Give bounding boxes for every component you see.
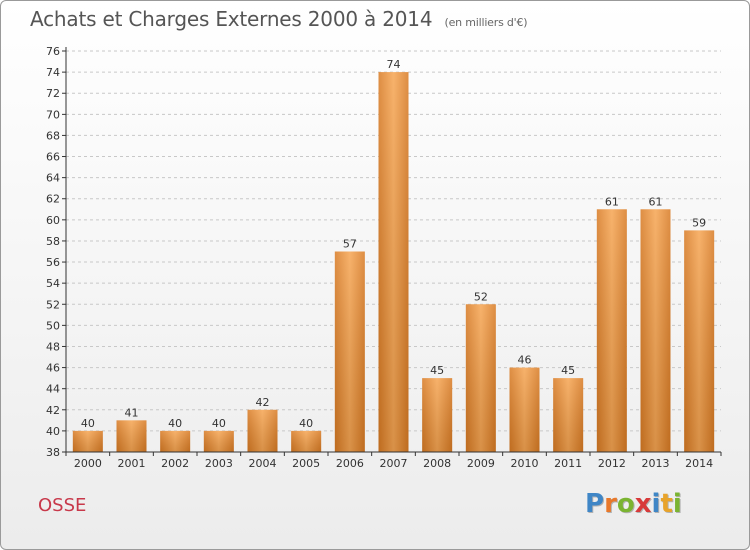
y-tick-label: 48 bbox=[46, 340, 60, 353]
y-tick-label: 56 bbox=[46, 256, 60, 269]
y-tick-label: 68 bbox=[46, 129, 60, 142]
bar-shade bbox=[465, 304, 496, 452]
x-tick-label: 2012 bbox=[598, 457, 626, 470]
commune-name: OSSE bbox=[38, 495, 87, 516]
bar-value-label: 40 bbox=[168, 417, 182, 430]
x-tick-label: 2003 bbox=[205, 457, 233, 470]
x-tick-label: 2001 bbox=[118, 457, 146, 470]
bar-shade bbox=[247, 409, 278, 452]
bar-shade bbox=[596, 209, 627, 452]
y-tick-label: 40 bbox=[46, 425, 60, 438]
bar-shade bbox=[684, 230, 715, 452]
logo-letter: P bbox=[585, 489, 605, 519]
bar-value-label: 42 bbox=[256, 396, 270, 409]
y-tick-label: 50 bbox=[46, 319, 60, 332]
bar-value-label: 59 bbox=[692, 216, 706, 229]
y-tick-label: 62 bbox=[46, 193, 60, 206]
logo-letter: i bbox=[651, 489, 661, 519]
chart-title-text: Achats et Charges Externes 2000 à 2014 bbox=[30, 7, 433, 31]
chart-unit: (en milliers d'€) bbox=[444, 16, 528, 29]
bar-shade bbox=[160, 430, 191, 452]
bar-shade bbox=[203, 430, 234, 452]
x-tick-label: 2009 bbox=[467, 457, 495, 470]
x-tick-label: 2007 bbox=[380, 457, 408, 470]
logo-letter: x bbox=[634, 489, 652, 519]
bar-shade bbox=[509, 367, 540, 452]
labels: 38 40 42 44 46 48 50 52 54 56 58 60 62 64 66 68 70 72 74 76… bbox=[46, 45, 713, 470]
logo-letter: o bbox=[616, 489, 635, 519]
bar-value-label: 61 bbox=[649, 195, 663, 208]
y-tick-label: 42 bbox=[46, 404, 60, 417]
y-tick-label: 46 bbox=[46, 362, 60, 375]
bar-shade bbox=[640, 209, 671, 452]
x-tick-label: 2008 bbox=[423, 457, 451, 470]
bar-shade bbox=[291, 430, 322, 452]
y-tick-label: 58 bbox=[46, 235, 60, 248]
bar-value-label: 41 bbox=[125, 406, 139, 419]
y-tick-label: 52 bbox=[46, 298, 60, 311]
x-tick-label: 2005 bbox=[292, 457, 320, 470]
bar-shade bbox=[378, 72, 409, 453]
y-tick-label: 38 bbox=[46, 446, 60, 459]
bar-value-label: 46 bbox=[518, 354, 532, 367]
bars bbox=[72, 72, 715, 453]
x-tick-label: 2004 bbox=[249, 457, 277, 470]
bar-value-label: 61 bbox=[605, 195, 619, 208]
bar-value-label: 52 bbox=[474, 290, 488, 303]
bar-value-label: 74 bbox=[387, 58, 401, 71]
x-tick-label: 2010 bbox=[511, 457, 539, 470]
y-tick-label: 64 bbox=[46, 172, 60, 185]
bar-shade bbox=[116, 420, 147, 452]
bar-value-label: 40 bbox=[81, 417, 95, 430]
x-tick-label: 2006 bbox=[336, 457, 364, 470]
axes bbox=[62, 47, 722, 456]
bar-shade bbox=[422, 378, 453, 452]
x-tick-label: 2000 bbox=[74, 457, 102, 470]
y-tick-label: 70 bbox=[46, 108, 60, 121]
x-tick-label: 2014 bbox=[685, 457, 713, 470]
bar-value-label: 40 bbox=[212, 417, 226, 430]
x-tick-label: 2011 bbox=[554, 457, 582, 470]
bar-shade bbox=[334, 251, 365, 452]
y-tick-label: 44 bbox=[46, 383, 60, 396]
y-tick-label: 76 bbox=[46, 45, 60, 58]
proxiti-logo: Proxiti bbox=[585, 489, 682, 519]
y-tick-label: 74 bbox=[46, 66, 60, 79]
x-tick-label: 2002 bbox=[161, 457, 189, 470]
logo-letter: r bbox=[604, 489, 617, 519]
bar-value-label: 45 bbox=[430, 364, 444, 377]
logo-letter: t bbox=[660, 489, 673, 519]
y-tick-label: 60 bbox=[46, 214, 60, 227]
chart-title: Achats et Charges Externes 2000 à 2014 (… bbox=[30, 7, 528, 31]
y-tick-label: 72 bbox=[46, 87, 60, 100]
logo-letter: i bbox=[672, 489, 682, 519]
y-tick-label: 66 bbox=[46, 151, 60, 164]
bar-value-label: 57 bbox=[343, 238, 357, 251]
bar-shade bbox=[72, 430, 103, 452]
y-tick-label: 54 bbox=[46, 277, 60, 290]
bar-value-label: 40 bbox=[299, 417, 313, 430]
bar-shade bbox=[553, 378, 584, 452]
bar-value-label: 45 bbox=[561, 364, 575, 377]
x-tick-label: 2013 bbox=[642, 457, 670, 470]
